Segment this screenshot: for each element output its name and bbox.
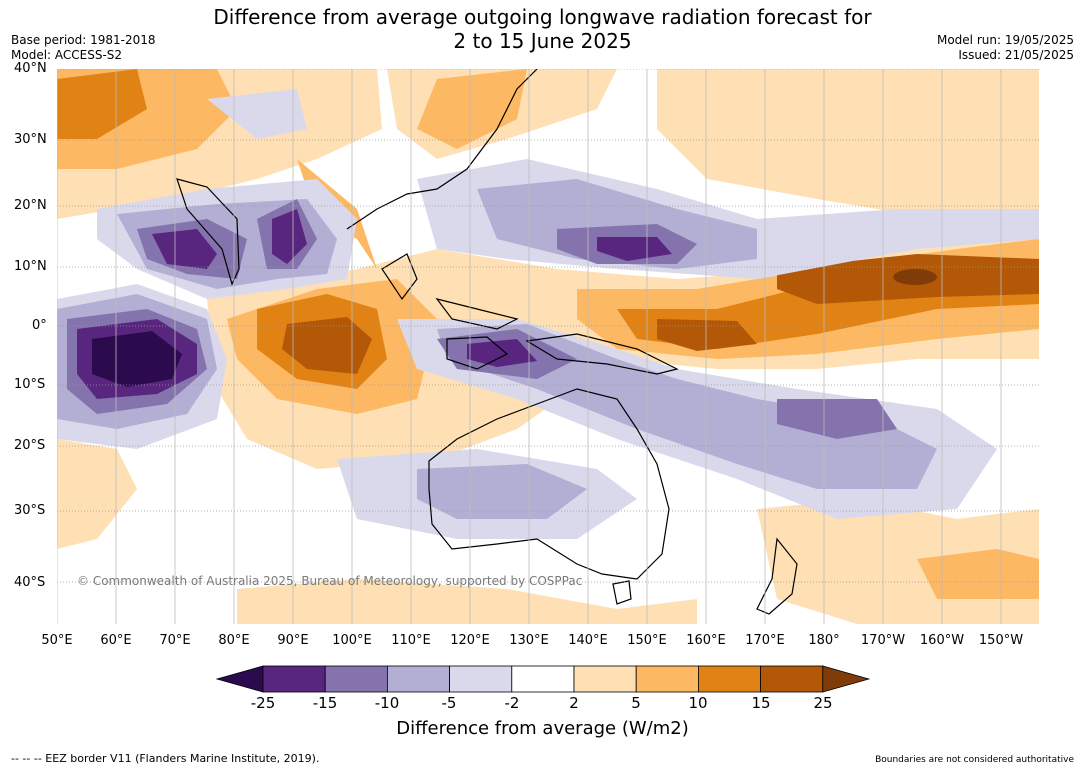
- anomaly-under-neg25-fill: [92, 331, 182, 387]
- colorbar-tick: -10: [374, 694, 400, 712]
- lon-label: 160°W: [919, 633, 965, 648]
- colorbar-tick: -25: [250, 694, 276, 712]
- lon-label: 160°E: [686, 633, 726, 648]
- lon-label: 180°: [808, 633, 840, 648]
- issued-text: Issued: 21/05/2025: [958, 48, 1074, 62]
- meta-left: Base period: 1981-2018 Model: ACCESS-S2: [11, 33, 156, 63]
- lat-label: 40°S: [14, 575, 46, 590]
- lat-label: 10°N: [14, 259, 47, 274]
- lat-label: 20°S: [14, 438, 46, 453]
- lon-label: 100°E: [332, 633, 372, 648]
- model-run-text: Model run: 19/05/2025: [936, 33, 1074, 47]
- lon-label: 60°E: [100, 633, 132, 648]
- colorbar-tick: 15: [751, 694, 771, 712]
- colorbar-segment: [324, 665, 388, 693]
- lat-label: 0°: [32, 318, 47, 333]
- lon-label: 70°E: [159, 633, 191, 648]
- lon-label: 90°E: [277, 633, 309, 648]
- meridians: [57, 69, 1002, 624]
- boundaries-disclaimer: Boundaries are not considered authoritat…: [875, 755, 1074, 765]
- anomaly-over-25-fill: [893, 269, 937, 285]
- colorbar-segment: [760, 665, 824, 693]
- colorbar-tick: -2: [504, 694, 520, 712]
- colorbar-tick: -15: [312, 694, 338, 712]
- map-canvas: [57, 69, 1039, 624]
- colorbar-title: Difference from average (W/m2): [396, 718, 689, 739]
- colorbar-tick: 5: [631, 694, 641, 712]
- lon-label: 50°E: [41, 633, 73, 648]
- lon-label: 170°E: [745, 633, 785, 648]
- colorbar-segment: [449, 665, 513, 693]
- title-line-2: 2 to 15 June 2025: [453, 29, 632, 53]
- title-line-1: Difference from average outgoing longwav…: [213, 5, 872, 29]
- model-text: Model: ACCESS-S2: [11, 48, 123, 62]
- map-title: Difference from average outgoing longwav…: [0, 5, 1085, 53]
- lat-label: 10°S: [14, 377, 46, 392]
- colorbar-segment: [635, 665, 699, 693]
- lon-label: 150°E: [627, 633, 667, 648]
- olr-anomaly-map: [57, 69, 1039, 624]
- coastlines: [176, 69, 798, 615]
- colorbar-segment: [511, 665, 575, 693]
- lon-label: 120°E: [450, 633, 490, 648]
- colorbar-segment: [262, 665, 326, 693]
- colorbar-segments: [215, 665, 871, 693]
- colorbar-segment: [386, 665, 450, 693]
- meta-right: Model run: 19/05/2025 Issued: 21/05/2025: [937, 33, 1074, 63]
- eez-border-legend: -- -- -- EEZ border V11 (Flanders Marine…: [11, 752, 320, 765]
- colorbar: [215, 665, 871, 693]
- colorbar-segment: [697, 665, 761, 693]
- colorbar-tick: -5: [441, 694, 457, 712]
- colorbar-tick: 2: [569, 694, 579, 712]
- colorbar-segment: [573, 665, 637, 693]
- lat-label: 30°N: [14, 132, 47, 147]
- base-period-text: Base period: 1981-2018: [11, 33, 156, 47]
- colorbar-extend-low: [215, 665, 264, 693]
- lon-label: 130°E: [509, 633, 549, 648]
- copyright-notice: © Commonwealth of Australia 2025, Bureau…: [77, 574, 583, 588]
- lon-label: 170°W: [860, 633, 906, 648]
- lon-label: 80°E: [218, 633, 250, 648]
- lon-label: 150°W: [978, 633, 1024, 648]
- lat-label: 30°S: [14, 503, 46, 518]
- lat-label: 20°N: [14, 198, 47, 213]
- lat-label: 40°N: [14, 61, 47, 76]
- lon-label: 110°E: [391, 633, 431, 648]
- colorbar-tick: 10: [688, 694, 708, 712]
- colorbar-extend-high: [822, 665, 871, 693]
- lon-label: 140°E: [568, 633, 608, 648]
- colorbar-tick: 25: [813, 694, 833, 712]
